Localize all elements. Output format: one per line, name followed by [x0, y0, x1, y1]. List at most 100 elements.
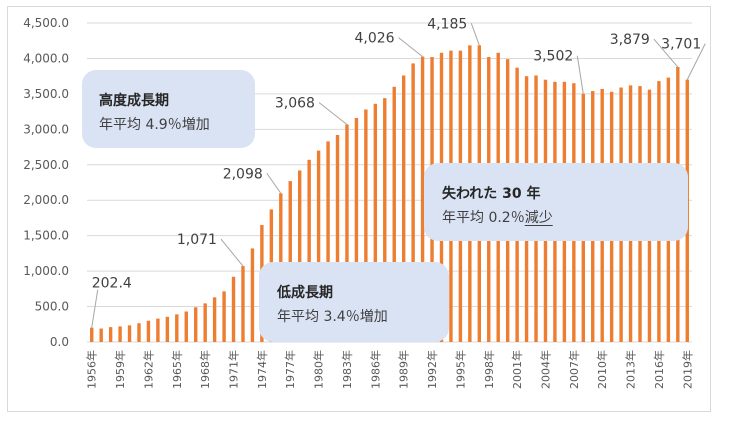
bar-1990年	[411, 63, 415, 342]
data-labels: 202.4 1,071 2,098 3,068 4,026 4,185 3,502 3,879…	[92, 16, 702, 291]
x-tick-label: 1968年	[198, 350, 212, 389]
bar-1964年	[165, 316, 170, 342]
annotation-title: 失われた 30 年	[442, 186, 541, 202]
bar-1960年	[127, 325, 132, 342]
leader-line	[398, 37, 423, 57]
bar-1972年	[241, 266, 245, 342]
leader-line	[266, 172, 282, 194]
annotation-subtitle: 年平均 0.2％減少	[442, 207, 688, 227]
bar-1969年	[212, 297, 217, 342]
bar-1985年	[364, 109, 368, 343]
annotation-trend: 減少	[524, 210, 553, 226]
x-tick-label: 1983年	[340, 350, 354, 389]
x-tick-label: 2016年	[652, 350, 666, 389]
data-label: 4,185	[427, 16, 467, 32]
x-tick-label: 1998年	[482, 350, 496, 389]
bar-1980年	[316, 150, 321, 342]
annotation-lost-decades: 失われた 30 年 年平均 0.2％減少	[424, 163, 688, 241]
bar-1956年	[90, 327, 94, 342]
bar-1987年	[383, 98, 387, 343]
bar-1965年	[175, 314, 179, 342]
bar-1957年	[99, 328, 103, 342]
bar-1962年	[146, 320, 151, 342]
annotation-rate: 年平均 0.2％	[442, 210, 525, 226]
y-tick-label: 1,500.0	[23, 229, 69, 243]
data-label: 202.4	[92, 276, 132, 292]
x-tick-label: 1989年	[397, 350, 411, 389]
annotation-subtitle: 年平均 3.4％増加	[277, 306, 449, 326]
bar-1989年	[401, 75, 406, 343]
x-tick-label: 1980年	[312, 350, 326, 389]
bar-1984年	[354, 117, 359, 342]
x-tick-label: 2001年	[510, 350, 524, 389]
bar-1961年	[137, 323, 141, 342]
x-tick-label: 1962年	[141, 350, 155, 389]
x-tick-label: 2019年	[680, 350, 694, 389]
bar-1959年	[118, 326, 122, 342]
annotation-rate: 年平均 4.9％	[99, 117, 182, 133]
data-label: 3,502	[533, 49, 573, 65]
data-label: 3,701	[661, 37, 701, 53]
bar-1973年	[250, 248, 255, 342]
x-tick-label: 2004年	[538, 350, 552, 389]
bar-1986年	[373, 103, 378, 343]
x-tick-label: 1986年	[368, 350, 382, 389]
bar-1991年	[420, 56, 425, 343]
leader-line	[318, 102, 348, 125]
bar-1966年	[184, 311, 188, 342]
x-tick-label: 1965年	[170, 350, 184, 389]
bar-1977年	[288, 181, 292, 342]
y-tick-label: 4,000.0	[23, 51, 69, 65]
leader-line	[470, 23, 480, 46]
bar-1982年	[335, 135, 340, 342]
annotation-title: 高度成長期	[99, 93, 169, 109]
bar-1963年	[156, 318, 160, 342]
bar-1958年	[108, 327, 113, 342]
data-label: 3,879	[610, 32, 650, 48]
annotation-subtitle: 年平均 4.9％増加	[99, 114, 255, 134]
x-tick-label: 2010年	[595, 350, 609, 389]
bar-1983年	[345, 124, 349, 343]
bar-1967年	[194, 307, 198, 342]
label-leader-lines	[91, 23, 706, 328]
leader-line	[220, 238, 244, 267]
annotation-trend: 増加	[181, 117, 210, 133]
x-axis-ticks: 1956年 1959年 1962年 1965年 1968年 1971年 1974年 1977年…	[85, 350, 695, 389]
x-tick-label: 2007年	[567, 350, 581, 389]
bar-1970年	[222, 291, 226, 342]
x-tick-label: 1995年	[453, 350, 467, 389]
y-tick-label: 3,500.0	[23, 87, 69, 101]
y-tick-label: 2,500.0	[23, 158, 69, 172]
data-label: 3,068	[275, 96, 315, 112]
leader-line	[686, 43, 706, 80]
x-tick-label: 2013年	[624, 350, 638, 389]
y-axis-ticks: 0.0 500.0 1,000.0 1,500.0 2,000.0 2,500.0 3,00…	[23, 16, 69, 349]
annotation-title: 低成長期	[277, 285, 333, 301]
x-tick-label: 1977年	[283, 350, 297, 389]
bar-1971年	[231, 276, 236, 342]
x-tick-label: 1974年	[255, 350, 269, 389]
annotation-trend: 増加	[359, 309, 388, 325]
data-label: 1,071	[177, 232, 217, 248]
x-tick-label: 1956年	[85, 350, 99, 389]
y-tick-label: 3,000.0	[23, 122, 69, 136]
y-tick-label: 500.0	[35, 300, 69, 314]
leader-line	[653, 38, 679, 68]
data-label: 4,026	[354, 31, 394, 47]
x-tick-label: 1992年	[425, 350, 439, 389]
y-tick-label: 2,000.0	[23, 193, 69, 207]
bar-1978年	[297, 170, 302, 342]
y-tick-label: 4,500.0	[23, 16, 69, 30]
y-tick-label: 1,000.0	[23, 264, 69, 278]
bar-1968年	[203, 303, 207, 342]
x-tick-label: 1971年	[227, 350, 241, 389]
annotation-low-growth: 低成長期 年平均 3.4％増加	[259, 262, 449, 342]
bar-1981年	[326, 141, 330, 342]
bar-1988年	[392, 86, 396, 342]
annotation-high-growth: 高度成長期 年平均 4.9％増加	[82, 70, 255, 148]
leader-line	[576, 55, 584, 94]
x-tick-label: 1959年	[113, 350, 127, 389]
bar-1979年	[307, 159, 311, 342]
data-label: 2,098	[223, 166, 263, 182]
leader-line	[91, 289, 99, 328]
